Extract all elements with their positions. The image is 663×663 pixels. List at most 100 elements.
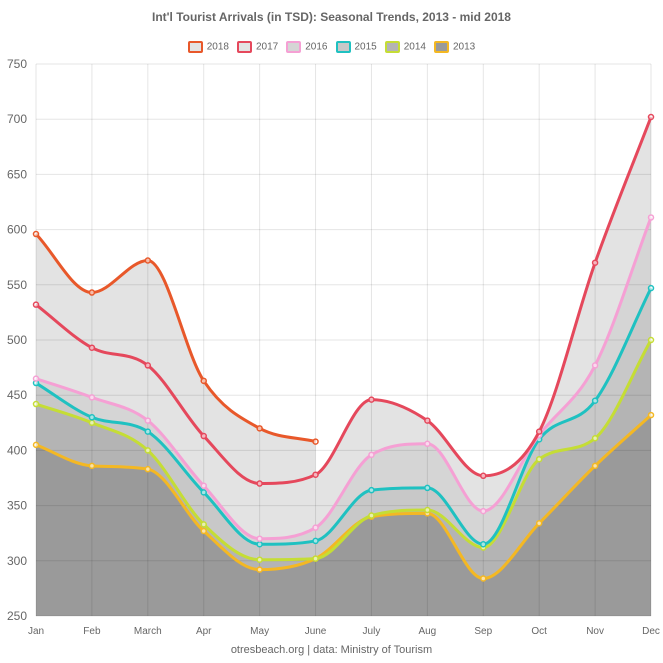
data-point[interactable] (144, 257, 152, 264)
data-point[interactable] (32, 441, 40, 449)
x-tick-label: July (363, 626, 381, 637)
area-fills (36, 116, 651, 617)
x-tick-label: Dec (642, 626, 660, 637)
data-point[interactable] (424, 417, 431, 424)
legend-label: 2014 (403, 41, 426, 53)
data-point[interactable] (312, 524, 319, 531)
data-point[interactable] (424, 506, 431, 514)
data-point[interactable] (647, 336, 655, 344)
data-point[interactable] (368, 486, 375, 494)
y-tick-label: 250 (7, 609, 27, 623)
y-tick-label: 400 (7, 443, 27, 457)
x-tick-label: Feb (83, 626, 101, 637)
data-point[interactable] (535, 520, 543, 527)
data-point[interactable] (256, 480, 263, 487)
data-point[interactable] (144, 465, 152, 473)
data-point[interactable] (535, 428, 543, 435)
data-point[interactable] (312, 438, 319, 445)
data-point[interactable] (368, 451, 375, 459)
footer-credit: otresbeach.org | data: Ministry of Touri… (230, 644, 433, 656)
data-point[interactable] (368, 512, 375, 519)
data-point[interactable] (256, 535, 263, 542)
data-point[interactable] (200, 527, 207, 535)
legend-label: 2016 (305, 41, 328, 53)
data-point[interactable] (200, 432, 207, 440)
data-point[interactable] (480, 507, 487, 515)
data-point[interactable] (368, 396, 375, 403)
data-point[interactable] (256, 566, 263, 573)
legend-item-2016[interactable]: 2016 (286, 41, 328, 53)
data-point[interactable] (312, 537, 319, 545)
data-point[interactable] (88, 394, 96, 401)
y-tick-label: 600 (7, 223, 27, 237)
data-point[interactable] (535, 455, 543, 463)
legend-swatch (384, 41, 400, 53)
data-point[interactable] (88, 344, 96, 351)
data-point[interactable] (647, 214, 655, 221)
data-point[interactable] (88, 414, 96, 421)
data-point[interactable] (424, 484, 431, 492)
legend-item-2013[interactable]: 2013 (434, 41, 475, 53)
x-axis: Jan Feb March Apr May June July Aug Sep Oct Nov Dec (28, 626, 660, 637)
legend-item-2018[interactable]: 2018 (187, 41, 229, 53)
data-point[interactable] (647, 411, 655, 419)
data-point[interactable] (312, 555, 319, 562)
data-point[interactable] (256, 540, 263, 548)
data-point[interactable] (88, 419, 96, 427)
y-tick-label: 450 (7, 388, 27, 402)
legend-item-2017[interactable]: 2017 (237, 41, 278, 53)
data-point[interactable] (312, 471, 319, 478)
data-point[interactable] (591, 462, 599, 470)
line-2016 (35, 216, 653, 541)
series-2016 (32, 214, 655, 542)
legend-item-2015[interactable]: 2015 (335, 41, 377, 53)
data-point[interactable] (200, 377, 207, 385)
data-point[interactable] (647, 284, 655, 292)
data-point[interactable] (32, 301, 40, 308)
data-point[interactable] (144, 447, 152, 454)
legend-swatch (286, 41, 302, 53)
data-point[interactable] (480, 575, 487, 582)
x-tick-label: Nov (586, 626, 604, 637)
data-point[interactable] (647, 113, 655, 121)
series-2018 (32, 230, 319, 445)
data-point[interactable] (200, 521, 207, 528)
legend-swatch (237, 41, 252, 53)
data-point[interactable] (200, 489, 207, 496)
data-point[interactable] (424, 440, 431, 448)
data-point[interactable] (144, 428, 152, 435)
area-2013 (36, 415, 651, 616)
y-tick-label: 300 (7, 554, 27, 568)
y-tick-label: 550 (7, 278, 27, 292)
data-point[interactable] (480, 472, 487, 480)
data-point[interactable] (591, 435, 599, 442)
legend-swatch (434, 41, 449, 53)
y-tick-label: 750 (7, 57, 27, 71)
data-point[interactable] (591, 397, 599, 404)
legend-label: 2017 (256, 41, 279, 53)
data-point[interactable] (480, 540, 487, 548)
data-point[interactable] (256, 556, 263, 563)
data-point[interactable] (144, 362, 152, 369)
chart-title: Int'l Tourist Arrivals (in TSD): Seasona… (152, 10, 511, 24)
data-point[interactable] (32, 375, 40, 382)
data-point[interactable] (256, 425, 263, 432)
series-2014 (32, 336, 655, 563)
y-tick-label: 500 (7, 333, 27, 347)
data-point[interactable] (88, 289, 96, 296)
legend-label: 2013 (453, 41, 476, 53)
data-point[interactable] (591, 259, 599, 266)
legend-swatch (187, 41, 203, 53)
x-tick-label: Jan (28, 626, 44, 637)
data-point[interactable] (144, 417, 152, 424)
legend-label: 2018 (206, 41, 229, 53)
data-point[interactable] (32, 230, 40, 238)
x-tick-label: Aug (418, 626, 436, 637)
legend-item-2014[interactable]: 2014 (384, 41, 426, 53)
data-point[interactable] (32, 400, 40, 408)
data-point[interactable] (88, 462, 96, 470)
legend-swatch (335, 41, 351, 53)
data-point[interactable] (200, 482, 207, 489)
data-point[interactable] (591, 362, 599, 369)
